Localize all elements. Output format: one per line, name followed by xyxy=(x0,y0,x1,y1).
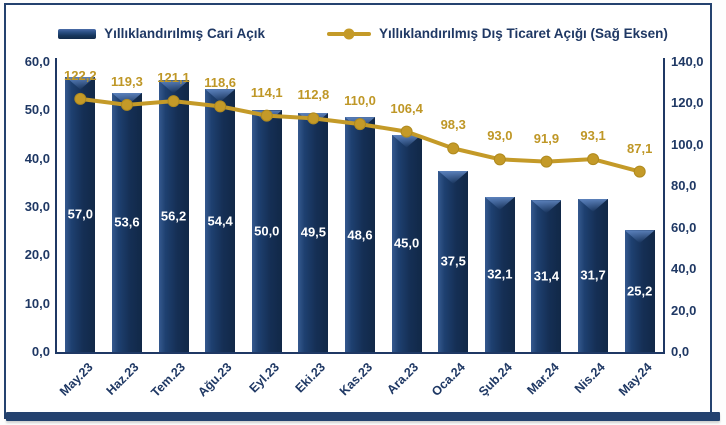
bar-value-label: 54,4 xyxy=(207,213,233,229)
line-value-label: 121,1 xyxy=(157,70,190,86)
left-axis-line xyxy=(55,58,57,354)
left-axis-tick-label: 20,0 xyxy=(24,247,50,263)
line-series-swatch-icon xyxy=(326,28,371,39)
line-value-label: 93,1 xyxy=(580,128,606,144)
bar-value-label: 53,6 xyxy=(114,214,140,230)
bar-Eki.23: 49,5 xyxy=(298,112,329,352)
right-axis-tick-label: 100,0 xyxy=(671,136,704,152)
line-value-label: 112,8 xyxy=(297,87,330,103)
left-axis-tick-label: 0,0 xyxy=(31,344,50,359)
right-axis-tick-label: 40,0 xyxy=(671,261,697,277)
line-value-label: 87,1 xyxy=(627,140,653,156)
x-axis-line xyxy=(55,352,665,354)
line-value-label: 119,3 xyxy=(111,73,143,89)
line-value-label: 110,0 xyxy=(344,93,376,109)
line-value-label: 118,6 xyxy=(204,75,237,91)
bar-Şub.24: 32,1 xyxy=(484,196,515,352)
right-axis-tick-label: 120,0 xyxy=(671,95,704,111)
bar-value-label: 48,6 xyxy=(347,227,373,243)
bar-value-label: 31,4 xyxy=(533,268,560,284)
bar-series-legend-label: Yıllıklandırılmış Cari Açık xyxy=(104,26,265,41)
left-axis-tick-label: 30,0 xyxy=(24,199,50,214)
line-value-label: 98,3 xyxy=(440,117,466,133)
bar-Haz.23: 53,6 xyxy=(111,92,142,352)
legend-item-bar-series: Yıllıklandırılmış Cari Açık xyxy=(58,26,265,41)
left-axis-tick-label: 60,0 xyxy=(24,54,50,69)
right-axis-tick-label: 0,0 xyxy=(671,344,690,359)
bar-Oca.24: 37,5 xyxy=(438,170,469,352)
bar-May.23: 57,0 xyxy=(65,76,96,352)
bar-value-label: 57,0 xyxy=(67,206,93,222)
line-marker-icon xyxy=(343,28,355,39)
bar-value-label: 31,7 xyxy=(580,267,606,283)
legend: Yıllıklandırılmış Cari Açık Yıllıklandır… xyxy=(0,26,726,41)
bar-series-swatch-icon xyxy=(58,28,97,39)
left-axis-tick-label: 10,0 xyxy=(24,295,50,311)
right-axis-tick-label: 80,0 xyxy=(671,178,697,194)
bar-Nis.24: 31,7 xyxy=(578,198,609,352)
line-series-legend-label: Yıllıklandırılmış Dış Ticaret Açığı (Sağ… xyxy=(378,26,668,41)
bar-value-label: 56,2 xyxy=(160,208,187,224)
right-axis-line xyxy=(663,58,665,354)
bar-Mar.24: 31,4 xyxy=(531,200,562,352)
bar-Ağu.23: 54,4 xyxy=(205,89,236,352)
bar-value-label: 50,0 xyxy=(254,223,280,239)
bar-value-label: 37,5 xyxy=(440,253,466,269)
bar-Ara.23: 45,0 xyxy=(391,134,422,352)
legend-item-line-series: Yıllıklandırılmış Dış Ticaret Açığı (Sağ… xyxy=(326,26,668,41)
bar-Eyl.23: 50,0 xyxy=(251,110,282,352)
right-axis-tick-label: 140,0 xyxy=(671,54,704,69)
right-axis-tick-label: 60,0 xyxy=(671,219,697,235)
bar-value-label: 49,5 xyxy=(300,224,327,240)
bar-May.24: 25,2 xyxy=(624,230,655,352)
bar-value-label: 32,1 xyxy=(487,266,513,282)
left-axis-tick-label: 50,0 xyxy=(24,102,50,118)
bar-Tem.23: 56,2 xyxy=(158,80,189,352)
line-value-label: 91,9 xyxy=(533,130,560,146)
line-value-label: 93,0 xyxy=(487,128,513,144)
line-value-label: 106,4 xyxy=(390,100,423,116)
line-value-label: 122,2 xyxy=(64,67,97,83)
right-axis-tick-label: 20,0 xyxy=(671,302,697,318)
bar-value-label: 25,2 xyxy=(627,283,653,299)
bar-Kas.23: 48,6 xyxy=(345,117,375,352)
left-axis-tick-label: 40,0 xyxy=(24,150,50,166)
bottom-strip xyxy=(6,412,720,421)
line-value-label: 114,1 xyxy=(250,84,283,100)
bar-value-label: 45,0 xyxy=(393,235,420,251)
